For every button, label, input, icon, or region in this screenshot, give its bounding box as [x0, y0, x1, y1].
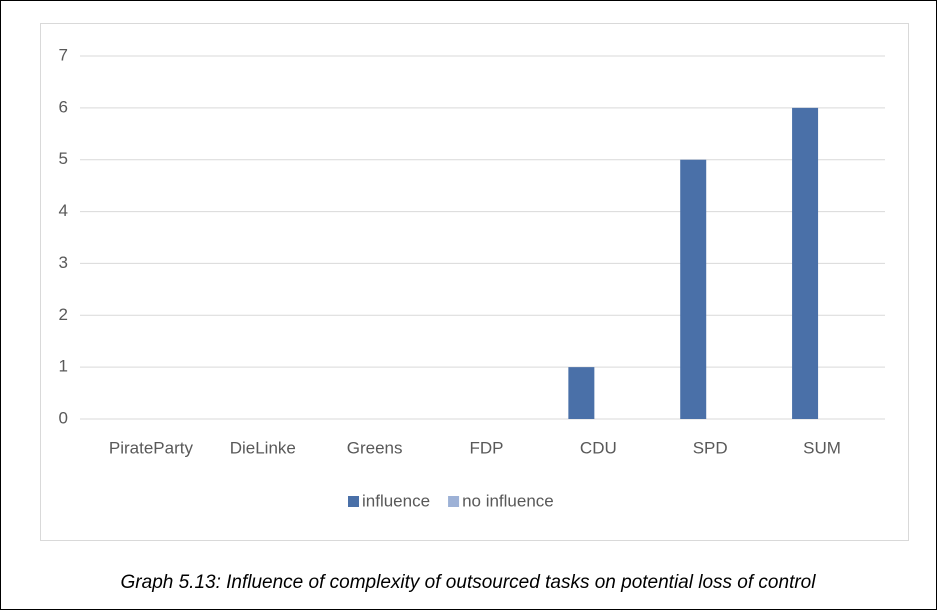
x-tick-label: DieLinke	[230, 438, 296, 457]
x-tick-label: FDP	[470, 438, 504, 457]
caption: Graph 5.13: Influence of complexity of o…	[121, 572, 817, 593]
bar	[680, 159, 707, 419]
legend-label: no influence	[462, 491, 554, 510]
y-tick-label: 1	[59, 357, 68, 376]
bar	[792, 107, 819, 419]
chart-area	[40, 23, 909, 541]
y-tick-label: 6	[59, 97, 68, 116]
y-tick-label: 2	[59, 305, 68, 324]
y-tick-label: 7	[59, 45, 68, 64]
y-tick-label: 0	[59, 408, 68, 427]
x-tick-label: SUM	[803, 438, 841, 457]
x-tick-label: Greens	[347, 438, 403, 457]
legend-label: influence	[362, 491, 430, 510]
y-tick-label: 3	[59, 253, 68, 272]
y-tick-label: 5	[59, 149, 68, 168]
x-tick-label: CDU	[580, 438, 617, 457]
bar	[568, 367, 595, 419]
y-tick-label: 4	[59, 201, 68, 220]
x-tick-label: PirateParty	[109, 438, 194, 457]
x-tick-label: SPD	[693, 438, 728, 457]
legend-swatch	[348, 496, 359, 507]
legend-swatch	[448, 496, 460, 507]
